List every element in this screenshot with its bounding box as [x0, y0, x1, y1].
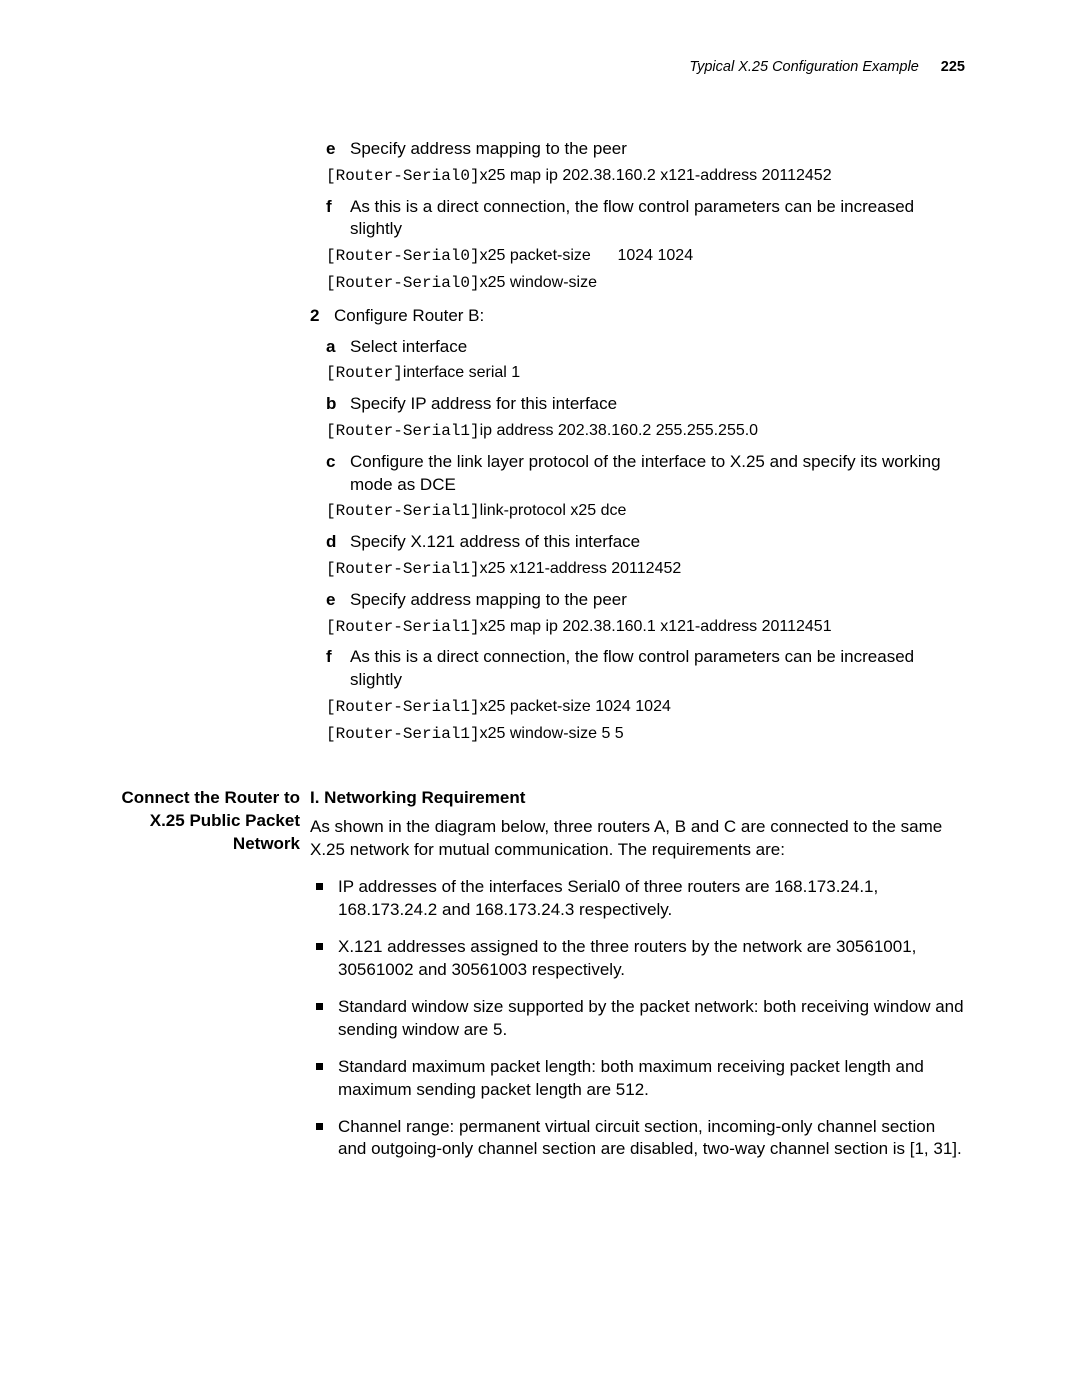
- code-line: [Router-Serial0]x25 window-size: [326, 272, 965, 295]
- page: Typical X.25 Configuration Example 225 e…: [0, 0, 1080, 1397]
- side-heading: Connect the Router to X.25 Public Packet…: [115, 787, 300, 856]
- step-text: Configure Router B:: [334, 305, 965, 328]
- substep-marker: d: [326, 531, 350, 554]
- code-prompt: [Router-Serial1]: [326, 698, 480, 716]
- lettered-substep: eSpecify address mapping to the peer: [326, 138, 965, 161]
- list-item-text: Channel range: permanent virtual circuit…: [338, 1117, 962, 1159]
- code-prompt: [Router-Serial0]: [326, 247, 480, 265]
- substep-marker: f: [326, 646, 350, 692]
- list-item-text: IP addresses of the interfaces Serial0 o…: [338, 877, 878, 919]
- lettered-substep: aSelect interface: [326, 336, 965, 359]
- code-line: [Router-Serial1]ip address 202.38.160.2 …: [326, 420, 965, 443]
- procedure-body: eSpecify address mapping to the peer[Rou…: [310, 130, 965, 749]
- substep-marker: c: [326, 451, 350, 497]
- code-prompt: [Router-Serial1]: [326, 502, 480, 520]
- left-margin-2: Connect the Router to X.25 Public Packet…: [115, 787, 310, 1175]
- list-item-text: Standard maximum packet length: both max…: [338, 1057, 924, 1099]
- content-block-2: Connect the Router to X.25 Public Packet…: [115, 787, 965, 1175]
- substep-marker: f: [326, 196, 350, 242]
- code-command: x25 packet-size 1024 1024: [480, 247, 693, 264]
- code-command: x25 window-size: [480, 274, 597, 291]
- step-marker: 2: [310, 305, 334, 328]
- bullet-square-icon: [316, 1123, 323, 1130]
- code-prompt: [Router-Serial0]: [326, 274, 480, 292]
- lettered-substep: fAs this is a direct connection, the flo…: [326, 646, 965, 692]
- lettered-substep: dSpecify X.121 address of this interface: [326, 531, 965, 554]
- lettered-substep: bSpecify IP address for this interface: [326, 393, 965, 416]
- code-command: x25 packet-size 1024 1024: [480, 698, 671, 715]
- list-item-text: X.121 addresses assigned to the three ro…: [338, 937, 916, 979]
- list-item-text: Standard window size supported by the pa…: [338, 997, 964, 1039]
- code-command: x25 map ip 202.38.160.1 x121-address 201…: [480, 618, 832, 635]
- code-line: [Router-Serial0]x25 map ip 202.38.160.2 …: [326, 165, 965, 188]
- code-line: [Router]interface serial 1: [326, 362, 965, 385]
- code-command: x25 window-size 5 5: [480, 725, 624, 742]
- substep-text: Specify IP address for this interface: [350, 393, 965, 416]
- bullet-list: IP addresses of the interfaces Serial0 o…: [310, 876, 965, 1161]
- section-body: I. Networking Requirement As shown in th…: [310, 787, 965, 1175]
- bullet-square-icon: [316, 1003, 323, 1010]
- code-prompt: [Router-Serial0]: [326, 167, 480, 185]
- list-item: Standard window size supported by the pa…: [310, 996, 965, 1042]
- substep-marker: e: [326, 138, 350, 161]
- bullet-square-icon: [316, 1063, 323, 1070]
- code-line: [Router-Serial1]x25 x121-address 2011245…: [326, 558, 965, 581]
- code-prompt: [Router]: [326, 364, 403, 382]
- list-item: X.121 addresses assigned to the three ro…: [310, 936, 965, 982]
- list-item: Channel range: permanent virtual circuit…: [310, 1116, 965, 1162]
- intro-paragraph: As shown in the diagram below, three rou…: [310, 816, 965, 862]
- substep-text: Configure the link layer protocol of the…: [350, 451, 965, 497]
- code-prompt: [Router-Serial1]: [326, 422, 480, 440]
- code-prompt: [Router-Serial1]: [326, 560, 480, 578]
- bullet-square-icon: [316, 943, 323, 950]
- substep-text: As this is a direct connection, the flow…: [350, 646, 965, 692]
- numbered-step: 2Configure Router B:: [310, 305, 965, 328]
- lettered-substep: cConfigure the link layer protocol of th…: [326, 451, 965, 497]
- content-block-1: eSpecify address mapping to the peer[Rou…: [115, 130, 965, 749]
- list-item: Standard maximum packet length: both max…: [310, 1056, 965, 1102]
- substep-marker: a: [326, 336, 350, 359]
- section-heading: I. Networking Requirement: [310, 787, 965, 810]
- lettered-substep: eSpecify address mapping to the peer: [326, 589, 965, 612]
- substep-marker: e: [326, 589, 350, 612]
- substep-text: Specify address mapping to the peer: [350, 589, 965, 612]
- code-line: [Router-Serial1]link-protocol x25 dce: [326, 500, 965, 523]
- code-command: interface serial 1: [403, 364, 520, 381]
- code-line: [Router-Serial1]x25 window-size 5 5: [326, 723, 965, 746]
- code-command: link-protocol x25 dce: [480, 502, 627, 519]
- list-item: IP addresses of the interfaces Serial0 o…: [310, 876, 965, 922]
- code-line: [Router-Serial1]x25 map ip 202.38.160.1 …: [326, 616, 965, 639]
- code-command: x25 x121-address 20112452: [480, 560, 682, 577]
- code-prompt: [Router-Serial1]: [326, 725, 480, 743]
- code-command: ip address 202.38.160.2 255.255.255.0: [480, 422, 758, 439]
- bullet-square-icon: [316, 883, 323, 890]
- code-line: [Router-Serial0]x25 packet-size 1024 102…: [326, 245, 965, 268]
- code-line: [Router-Serial1]x25 packet-size 1024 102…: [326, 696, 965, 719]
- code-prompt: [Router-Serial1]: [326, 618, 480, 636]
- running-header: Typical X.25 Configuration Example 225: [689, 58, 965, 78]
- header-section-title: Typical X.25 Configuration Example: [689, 59, 918, 75]
- code-command: x25 map ip 202.38.160.2 x121-address 201…: [480, 167, 832, 184]
- left-margin: [115, 130, 310, 749]
- lettered-substep: fAs this is a direct connection, the flo…: [326, 196, 965, 242]
- substep-text: Select interface: [350, 336, 965, 359]
- substep-text: Specify X.121 address of this interface: [350, 531, 965, 554]
- substep-text: Specify address mapping to the peer: [350, 138, 965, 161]
- substep-text: As this is a direct connection, the flow…: [350, 196, 965, 242]
- substep-marker: b: [326, 393, 350, 416]
- header-page-number: 225: [941, 59, 965, 75]
